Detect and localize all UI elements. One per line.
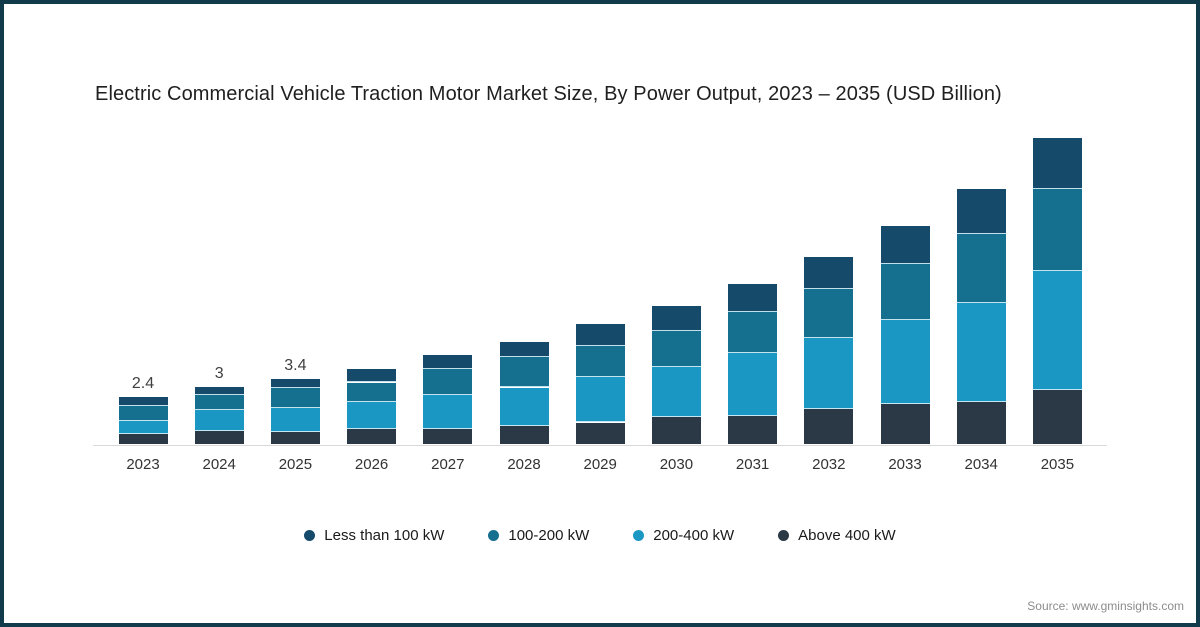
- bar-2034-segment-less-than-100-kw[interactable]: [957, 188, 1006, 235]
- legend-marker-icon: [778, 529, 790, 541]
- bar-2029-segment-200-400-kw[interactable]: [576, 376, 625, 423]
- x-tick-label-2030: 2030: [659, 456, 694, 473]
- bar-2026-segment-less-than-100-kw[interactable]: [347, 368, 396, 383]
- bar-2035-segment-above-400-kw[interactable]: [1033, 390, 1082, 444]
- bar-2023-segment-above-400-kw[interactable]: [119, 434, 168, 445]
- bar-2029-segment-less-than-100-kw[interactable]: [576, 324, 625, 346]
- bar-2034-segment-above-400-kw[interactable]: [957, 402, 1006, 444]
- bar-value-label-2025: 3.4: [284, 356, 307, 374]
- chart-title: Electric Commercial Vehicle Traction Mot…: [95, 83, 1002, 105]
- bar-2029-segment-above-400-kw[interactable]: [576, 422, 625, 445]
- bar-2032-segment-less-than-100-kw[interactable]: [804, 256, 853, 289]
- bar-2028-segment-above-400-kw[interactable]: [500, 425, 549, 444]
- bar-2032-segment-above-400-kw[interactable]: [804, 408, 853, 444]
- bar-2027-segment-100-200-kw[interactable]: [423, 368, 472, 396]
- x-tick-label-2025: 2025: [278, 456, 313, 473]
- bar-2028-segment-200-400-kw[interactable]: [500, 387, 549, 426]
- legend-item-label: Above 400 kW: [798, 526, 896, 544]
- x-tick-label-2029: 2029: [583, 456, 617, 473]
- bar-2023-segment-less-than-100-kw[interactable]: [119, 397, 168, 406]
- legend-marker-icon: [304, 529, 316, 541]
- bar-2024-segment-above-400-kw[interactable]: [195, 431, 244, 444]
- bar-2031-segment-less-than-100-kw[interactable]: [728, 284, 777, 313]
- bar-2033-segment-100-200-kw[interactable]: [881, 263, 930, 321]
- x-tick-label-2034: 2034: [964, 456, 998, 473]
- bar-2034-segment-100-200-kw[interactable]: [957, 234, 1006, 303]
- bar-2024-segment-less-than-100-kw[interactable]: [195, 387, 244, 396]
- x-tick-label-2026: 2026: [354, 456, 389, 473]
- bar-2024-segment-100-200-kw[interactable]: [195, 395, 244, 410]
- bar-2031-segment-above-400-kw[interactable]: [728, 415, 777, 444]
- bar-2030-segment-above-400-kw[interactable]: [652, 416, 701, 444]
- bar-value-label-2024: 3: [214, 365, 224, 383]
- bar-2030-segment-100-200-kw[interactable]: [652, 330, 701, 367]
- bar-2027-segment-above-400-kw[interactable]: [423, 429, 472, 444]
- bar-2031-segment-100-200-kw[interactable]: [728, 312, 777, 354]
- legend-item-label: 200-400 kW: [653, 526, 735, 544]
- bar-2027-segment-less-than-100-kw[interactable]: [423, 355, 472, 369]
- bar-2026-segment-above-400-kw[interactable]: [347, 429, 396, 444]
- bar-2035-segment-200-400-kw[interactable]: [1033, 271, 1082, 391]
- bar-2033-segment-above-400-kw[interactable]: [881, 404, 930, 444]
- bar-2035-segment-less-than-100-kw[interactable]: [1033, 137, 1082, 189]
- bar-2032-segment-200-400-kw[interactable]: [804, 337, 853, 409]
- bar-2032-segment-100-200-kw[interactable]: [804, 289, 853, 338]
- bar-2026-segment-200-400-kw[interactable]: [347, 402, 396, 430]
- bar-2031-segment-200-400-kw[interactable]: [728, 353, 777, 416]
- bar-value-label-2023: 2.4: [131, 375, 155, 393]
- bar-2033-segment-200-400-kw[interactable]: [881, 320, 930, 404]
- x-tick-label-2028: 2028: [507, 456, 541, 473]
- source-attribution: Source: www.gminsights.com: [1027, 599, 1184, 613]
- bar-2025-segment-200-400-kw[interactable]: [271, 407, 320, 433]
- x-tick-label-2033: 2033: [888, 456, 922, 473]
- bar-2030-segment-less-than-100-kw[interactable]: [652, 305, 701, 331]
- bar-2028-segment-less-than-100-kw[interactable]: [500, 341, 549, 358]
- bar-2025-segment-above-400-kw[interactable]: [271, 432, 320, 444]
- x-tick-label-2023: 2023: [126, 456, 160, 473]
- x-tick-label-2031: 2031: [735, 456, 770, 473]
- bar-2025-segment-100-200-kw[interactable]: [271, 388, 320, 408]
- legend-item-above-400-kw[interactable]: Above 400 kW: [778, 527, 896, 544]
- bar-2027-segment-200-400-kw[interactable]: [423, 395, 472, 430]
- bar-2030-segment-200-400-kw[interactable]: [652, 367, 701, 417]
- legend-item-200-400-kw[interactable]: 200-400 kW: [633, 527, 734, 544]
- bar-2026-segment-100-200-kw[interactable]: [347, 382, 396, 403]
- x-axis-line: [93, 445, 1107, 446]
- legend-item-label: 100-200 kW: [508, 526, 590, 544]
- bar-2034-segment-200-400-kw[interactable]: [957, 302, 1006, 402]
- legend-marker-icon: [488, 529, 500, 541]
- legend: Less than 100 kW 100-200 kW 200-400 kW Abov…: [0, 522, 1200, 548]
- x-tick-label-2027: 2027: [431, 456, 465, 473]
- bar-2035-segment-100-200-kw[interactable]: [1033, 188, 1082, 272]
- x-tick-label-2035: 2035: [1040, 456, 1075, 473]
- x-tick-label-2032: 2032: [812, 456, 846, 473]
- x-tick-label-2024: 2024: [202, 456, 236, 473]
- bar-2029-segment-100-200-kw[interactable]: [576, 345, 625, 377]
- bar-2023-segment-100-200-kw[interactable]: [119, 406, 168, 421]
- bar-2033-segment-less-than-100-kw[interactable]: [881, 225, 930, 264]
- bar-2023-segment-200-400-kw[interactable]: [119, 420, 168, 435]
- legend-item-label: Less than 100 kW: [324, 526, 445, 544]
- legend-marker-icon: [633, 529, 645, 541]
- legend-item-less-than-100-kw[interactable]: Less than 100 kW: [304, 527, 444, 544]
- bar-2025-segment-less-than-100-kw[interactable]: [271, 378, 320, 389]
- legend-item-100-200-kw[interactable]: 100-200 kW: [488, 527, 589, 544]
- bar-2024-segment-200-400-kw[interactable]: [195, 409, 244, 432]
- bar-2028-segment-100-200-kw[interactable]: [500, 357, 549, 388]
